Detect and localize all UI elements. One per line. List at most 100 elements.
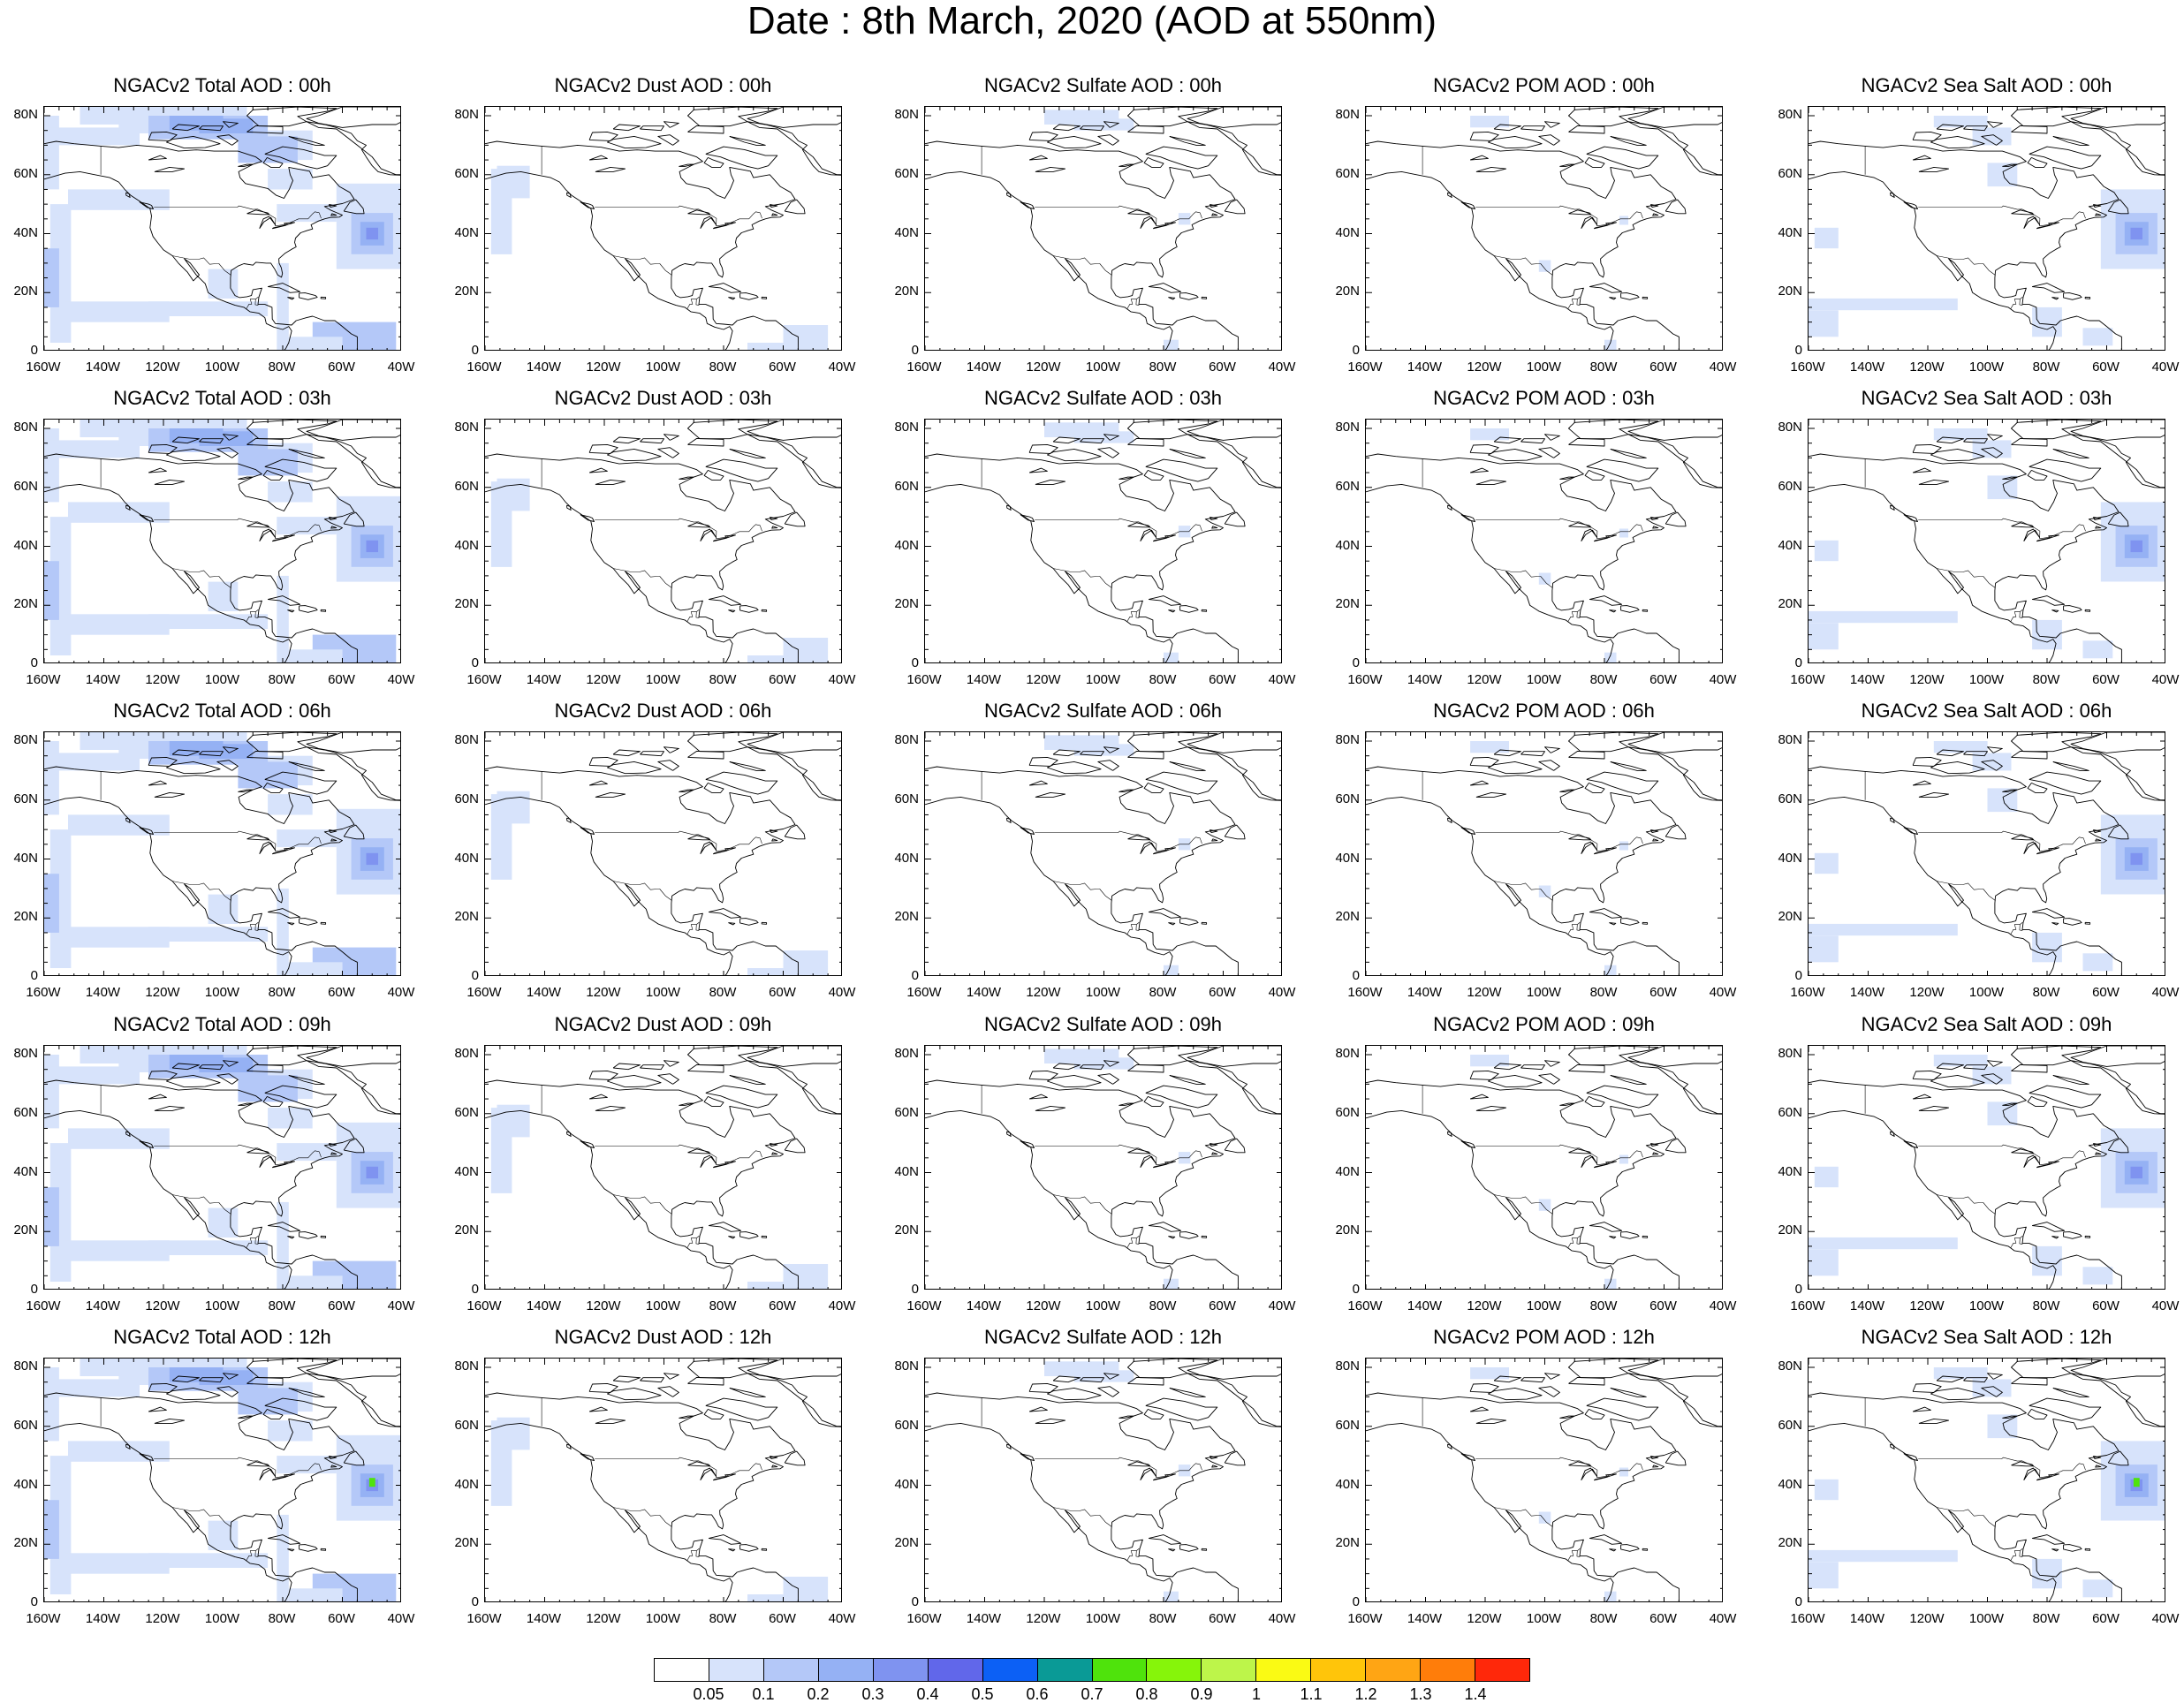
continent-coastline [44, 766, 358, 975]
island-or-lake-outline [238, 476, 254, 480]
aod-shade-cell [148, 1553, 269, 1568]
aod-shade-cell [497, 1417, 530, 1450]
island-or-lake-outline [1642, 296, 1649, 299]
island-or-lake-outline [259, 1467, 277, 1481]
island-or-lake-outline [1127, 732, 1218, 753]
island-or-lake-outline [223, 1060, 239, 1067]
lon-tick-label: 60W [1209, 1298, 1236, 1313]
island-or-lake-outline [1046, 135, 1102, 149]
colorbar-tick-label: 0.5 [971, 1685, 994, 1703]
lon-tick-label: 40W [1709, 985, 1737, 1000]
aod-shade-cell [2082, 328, 2113, 346]
island-or-lake-outline [2023, 528, 2041, 542]
country-border [154, 518, 322, 540]
island-or-lake-outline [1168, 922, 1176, 926]
island-or-lake-outline [640, 751, 664, 757]
map-panel-pom-3: NGACv2 POM AOD : 09h 80N 60N 40N 20N 0 160W 140… [1335, 1014, 1736, 1313]
lat-tick-label: 80N [1778, 1046, 1802, 1061]
lon-tick-label: 160W [466, 1611, 502, 1626]
island-or-lake-outline [1052, 749, 1081, 757]
panel-title: NGACv2 Total AOD : 00h [113, 74, 331, 96]
map-plot-area [1365, 106, 1723, 351]
country-border [1135, 611, 1140, 618]
island-or-lake-outline [1127, 1461, 1151, 1467]
island-or-lake-outline [1559, 476, 1575, 480]
island-or-lake-outline [1589, 1534, 1623, 1545]
country-border [1035, 205, 1202, 227]
country-border [1567, 297, 1581, 309]
lon-tick-label: 140W [526, 360, 562, 375]
island-or-lake-outline [1936, 436, 1964, 444]
axis-ticks [1366, 107, 1722, 350]
continent-coastline [1809, 766, 2122, 975]
island-or-lake-outline [299, 918, 318, 926]
island-or-lake-outline [1179, 605, 1199, 613]
country-border [1936, 881, 1996, 901]
lat-tick-label: 60N [454, 478, 479, 494]
island-or-lake-outline [2092, 829, 2102, 833]
lon-tick-label: 160W [26, 985, 61, 1000]
island-or-lake-outline [747, 1373, 841, 1427]
aod-shade-cell [238, 449, 298, 476]
island-or-lake-outline [1493, 436, 1521, 444]
island-or-lake-outline [703, 1095, 724, 1107]
island-or-lake-outline [1493, 749, 1521, 757]
island-or-lake-outline [1119, 163, 1134, 167]
island-or-lake-outline [1981, 1386, 2003, 1397]
island-or-lake-outline [2095, 1465, 2102, 1468]
aod-field-map [485, 1046, 841, 1289]
island-or-lake-outline [606, 761, 662, 775]
country-border [1918, 830, 2086, 852]
island-or-lake-outline [1046, 1074, 1102, 1088]
island-or-lake-outline [259, 528, 277, 542]
island-or-lake-outline [148, 443, 178, 454]
island-or-lake-outline [729, 135, 766, 146]
lat-tick-label: 20N [894, 1222, 919, 1238]
island-or-lake-outline [2084, 609, 2091, 612]
island-or-lake-outline [1168, 1236, 1176, 1239]
lat-tick-label: 80N [1335, 1359, 1360, 1374]
lon-tick-label: 160W [1347, 672, 1383, 687]
island-or-lake-outline [139, 201, 154, 209]
aod-shade-cell [277, 888, 289, 975]
lat-tick-label: 80N [1335, 1046, 1360, 1061]
island-or-lake-outline [657, 760, 679, 771]
island-or-lake-outline [2011, 209, 2035, 216]
country-border [1493, 568, 1553, 588]
continent-coastline [925, 1392, 1239, 1601]
island-or-lake-outline [1487, 1074, 1543, 1088]
colorbar-tick-label: 0.4 [916, 1685, 939, 1703]
coastlines [485, 107, 841, 350]
island-or-lake-outline [2027, 782, 2048, 793]
lon-tick-label: 80W [268, 1611, 296, 1626]
island-or-lake-outline [747, 1060, 841, 1115]
island-or-lake-outline [148, 780, 167, 786]
island-or-lake-outline [588, 155, 608, 161]
country-border [1918, 1144, 2086, 1166]
island-or-lake-outline [1589, 283, 1623, 293]
island-or-lake-outline [2036, 222, 2059, 230]
aod-shade-cell [148, 614, 269, 629]
island-or-lake-outline [1224, 511, 1246, 527]
figure-title: Date : 8th March, 2020 (AOD at 550nm) [747, 0, 1437, 42]
island-or-lake-outline [1493, 1063, 1521, 1071]
lon-tick-label: 40W [828, 1611, 856, 1626]
country-border [1493, 255, 1553, 276]
island-or-lake-outline [1568, 1046, 1659, 1066]
aod-shade-cell [1814, 540, 1839, 562]
island-or-lake-outline [287, 922, 295, 926]
island-or-lake-outline [1581, 841, 1598, 855]
island-or-lake-outline [1890, 192, 1895, 198]
lon-tick-label: 100W [1085, 1298, 1121, 1313]
island-or-lake-outline [1652, 1152, 1659, 1155]
lat-tick-label: 20N [1335, 284, 1360, 299]
lon-tick-label: 100W [1968, 985, 2005, 1000]
island-or-lake-outline [1584, 1095, 1605, 1107]
lon-tick-label: 60W [2092, 1611, 2120, 1626]
map-panel-seasalt-0: NGACv2 Sea Salt AOD : 00h 80N 60N 40N 20N 0 16… [1778, 75, 2179, 375]
lat-tick-label: 80N [454, 420, 479, 435]
lon-tick-label: 60W [769, 672, 796, 687]
island-or-lake-outline [171, 436, 200, 444]
aod-shade-cell [238, 761, 298, 789]
panel-title: NGACv2 POM AOD : 00h [1433, 74, 1655, 96]
